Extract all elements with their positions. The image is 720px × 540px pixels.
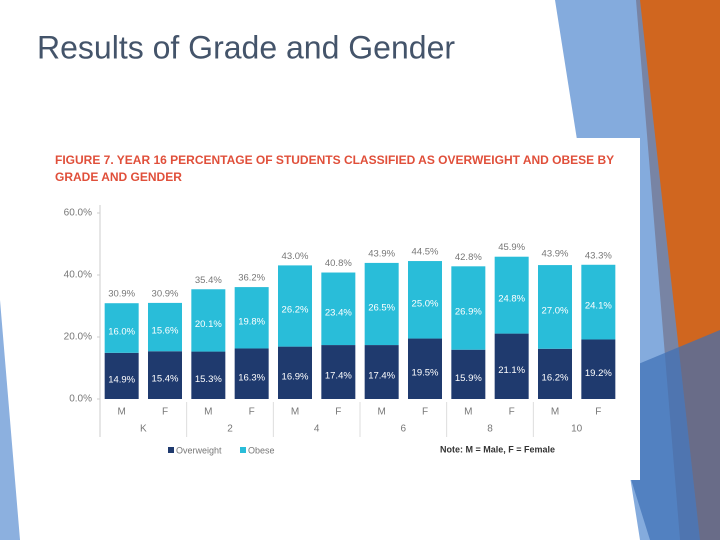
value-label: 16.2% bbox=[542, 372, 569, 383]
value-label: 16.3% bbox=[238, 372, 265, 383]
bar-segment bbox=[364, 345, 399, 399]
x-tick-label: F bbox=[422, 407, 428, 418]
value-label: 23.4% bbox=[325, 307, 352, 318]
bar-segment bbox=[538, 265, 572, 349]
value-label: 19.8% bbox=[238, 316, 265, 327]
bar-segment bbox=[191, 289, 226, 352]
bar-segment bbox=[278, 346, 312, 399]
x-tick-label: F bbox=[509, 407, 515, 418]
chart-title: FIGURE 7. YEAR 16 PERCENTAGE OF STUDENTS… bbox=[55, 153, 614, 184]
bar-segment bbox=[451, 349, 486, 399]
x-tick-label: F bbox=[162, 407, 168, 418]
total-label: 36.2% bbox=[238, 272, 265, 283]
value-label: 19.2% bbox=[585, 368, 612, 379]
bar-segment bbox=[408, 338, 442, 399]
bar-segment bbox=[321, 272, 356, 346]
total-label: 43.9% bbox=[368, 248, 395, 259]
group-label: 10 bbox=[571, 424, 583, 435]
x-tick-label: F bbox=[335, 407, 341, 418]
bar-segment bbox=[494, 333, 529, 399]
value-label: 26.9% bbox=[455, 307, 482, 318]
x-tick-label: M bbox=[551, 407, 559, 418]
value-label: 19.5% bbox=[412, 367, 439, 378]
value-label: 26.5% bbox=[368, 303, 395, 314]
legend-label: Obese bbox=[248, 445, 275, 455]
legend-swatch bbox=[240, 447, 246, 453]
value-label: 15.3% bbox=[195, 374, 222, 385]
group-label: K bbox=[140, 424, 147, 435]
chart-title-box: FIGURE 7. YEAR 16 PERCENTAGE OF STUDENTS… bbox=[55, 153, 614, 184]
group-label: 2 bbox=[227, 424, 233, 435]
value-label: 15.4% bbox=[152, 374, 179, 385]
bar-segment bbox=[581, 339, 616, 399]
total-label: 42.8% bbox=[455, 252, 482, 263]
value-label: 17.4% bbox=[325, 371, 352, 382]
x-tick-label: F bbox=[595, 407, 601, 418]
total-label: 43.9% bbox=[542, 248, 569, 259]
bar-segment bbox=[321, 345, 356, 399]
y-tick-label: 0.0% bbox=[69, 394, 92, 405]
value-label: 16.9% bbox=[282, 371, 309, 382]
bar-segment bbox=[538, 348, 572, 399]
legend-label: Overweight bbox=[176, 445, 222, 455]
note: Note: M = Male, F = Female bbox=[440, 444, 555, 454]
total-label: 35.4% bbox=[195, 275, 222, 286]
bar-segment bbox=[104, 352, 139, 399]
x-tick-label: M bbox=[117, 407, 125, 418]
legend-swatch bbox=[168, 447, 174, 453]
value-label: 24.1% bbox=[585, 301, 612, 312]
bar-segment bbox=[148, 351, 182, 399]
bar-segment bbox=[451, 266, 486, 350]
slide-title: Results of Grade and Gender bbox=[37, 29, 455, 65]
bar-segment bbox=[148, 302, 182, 352]
bar-segment bbox=[494, 256, 529, 334]
value-label: 21.1% bbox=[498, 365, 525, 376]
value-label: 24.8% bbox=[498, 294, 525, 305]
bar-segment bbox=[191, 351, 226, 399]
value-label: 16.0% bbox=[108, 327, 135, 338]
value-label: 26.2% bbox=[282, 305, 309, 316]
value-label: 15.9% bbox=[455, 373, 482, 384]
x-tick-label: M bbox=[377, 407, 385, 418]
bar-segment bbox=[234, 287, 269, 349]
total-label: 40.8% bbox=[325, 258, 352, 269]
x-tick-label: M bbox=[291, 407, 299, 418]
bar-segment bbox=[234, 348, 269, 399]
value-label: 14.9% bbox=[108, 374, 135, 385]
bar-segment bbox=[104, 303, 139, 353]
value-label: 27.0% bbox=[542, 305, 569, 316]
x-tick-label: M bbox=[464, 407, 472, 418]
bar-segment bbox=[278, 265, 312, 347]
value-label: 15.6% bbox=[152, 326, 179, 337]
bar-segment bbox=[408, 261, 442, 339]
group-label: 6 bbox=[401, 424, 407, 435]
total-label: 43.3% bbox=[585, 250, 612, 261]
bar-segment bbox=[581, 264, 616, 340]
total-label: 30.9% bbox=[152, 289, 179, 300]
total-label: 43.0% bbox=[282, 251, 309, 262]
x-tick-label: F bbox=[249, 407, 255, 418]
y-tick-label: 60.0% bbox=[64, 208, 92, 219]
value-label: 25.0% bbox=[412, 298, 439, 309]
value-label: 17.4% bbox=[368, 371, 395, 382]
decor-left bbox=[0, 300, 20, 540]
bar-segment bbox=[364, 262, 399, 346]
group-label: 8 bbox=[487, 424, 493, 435]
value-label: 20.1% bbox=[195, 319, 222, 330]
total-label: 45.9% bbox=[498, 242, 525, 253]
y-tick-label: 20.0% bbox=[64, 332, 92, 343]
x-tick-label: M bbox=[204, 407, 212, 418]
y-tick-label: 40.0% bbox=[64, 270, 92, 281]
total-label: 44.5% bbox=[412, 247, 439, 258]
group-label: 4 bbox=[314, 424, 320, 435]
total-label: 30.9% bbox=[108, 289, 135, 300]
